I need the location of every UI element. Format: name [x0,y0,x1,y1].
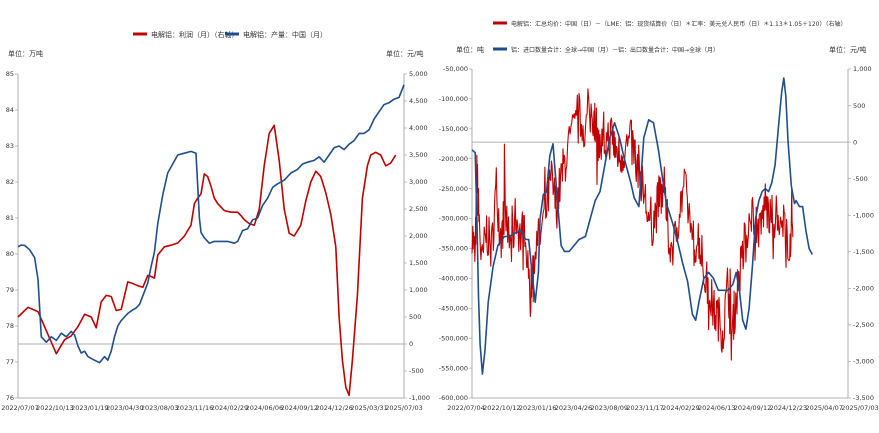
y-left-tick-label: -600,000 [439,394,468,402]
x-tick-label: 2022/10/13 [36,404,73,412]
y-left-tick-label: -450,000 [439,304,468,312]
y-right-tick-label: 3,500 [409,151,428,159]
legend-label-profit: 电解铝：利润（月）（右轴） [151,30,239,39]
y-left-tick-label: 77 [6,358,14,366]
y-right-tick-label: -500 [853,175,868,183]
unit-right: 单位：元/吨 [386,49,423,58]
left-chart: 电解铝：利润（月）（右轴） 电解铝：产量：中国（月） 单位：万吨 单位：元/吨 … [1,30,430,412]
y-left-tick-label: 78 [6,322,14,330]
y-left-tick-label: -200,000 [439,155,468,163]
y-right-tick-label: 0 [409,340,413,348]
y-right-tick-label: 1,500 [409,259,428,267]
y-right-tick-label: 2,500 [409,205,428,213]
legend-label-net-import: 铝：进口数量合计：全球→中国（月）－铝：出口数量合计：中国→全球（月） [511,46,719,54]
x-tick-label: 2022/07/07 [1,404,38,412]
x-tick-label: 2024/12/23 [770,404,807,412]
x-tick-label: 2023/04/30 [106,404,143,412]
y-left-tick-label: 76 [6,394,14,402]
right-chart: 电解铝：汇总均价：中国（日）－（LME：铝：现货结算价（日）＊汇率：美元兑人民币… [439,20,879,412]
unit-left: 单位：吨 [456,45,484,54]
x-tick-label: 2023/04/26 [555,404,592,412]
y-left-tick-label: -550,000 [439,364,468,372]
x-tick-label: 2024/06/13 [698,404,735,412]
y-left-tick-label: 80 [6,250,14,258]
x-tick-label: 2023/08/09 [591,404,628,412]
series-line-1 [471,77,814,375]
x-tick-label: 2023/08/03 [141,404,178,412]
x-tick-label: 2022/07/04 [447,404,484,412]
y-right-tick-label: -1,500 [853,248,874,256]
y-left-tick-label: -350,000 [439,245,468,253]
y-right-tick-label: 500 [853,102,865,110]
y-left-tick-label: -300,000 [439,215,468,223]
x-tick-label: 2024/02/29 [211,404,248,412]
series-line-0 [17,124,397,397]
legend-right: 电解铝：汇总均价：中国（日）－（LME：铝：现货结算价（日）＊汇率：美元兑人民币… [493,20,846,54]
y-right-tick-label: -1,000 [853,211,874,219]
series-line-1 [17,84,405,364]
y-right-tick-label: 1,000 [853,65,872,73]
y-right-tick-label: -1,000 [409,394,430,402]
y-right-tick-label: -2,000 [853,285,874,293]
x-tick-label: 2024/09/12 [281,404,318,412]
y-right-tick-label: -500 [409,367,424,375]
x-tick-label: 2023/01/16 [519,404,556,412]
x-tick-label: 2025/07/03 [385,404,422,412]
y-right-tick-label: -3,500 [853,394,874,402]
x-tick-label: 2025/07/03 [841,404,878,412]
x-tick-label: 2023/11/16 [176,404,213,412]
x-tick-label: 2024/09/12 [734,404,771,412]
y-left-tick-label: -250,000 [439,185,468,193]
y-right-tick-label: 4,500 [409,97,428,105]
x-tick-label: 2025/03/31 [350,404,387,412]
y-left-tick-label: 84 [6,106,14,114]
y-left-tick-label: -50,000 [443,65,468,73]
series-line-0 [471,88,794,361]
y-left-tick-label: 85 [6,70,14,78]
x-tick-label: 2023/01/19 [71,404,108,412]
y-right-tick-label: 3,000 [409,178,428,186]
x-tick-label: 2024/06/06 [246,404,283,412]
y-right-tick-label: 5,000 [409,70,428,78]
y-right-tick-label: -2,500 [853,321,874,329]
legend-label-price-spread: 电解铝：汇总均价：中国（日）－（LME：铝：现货结算价（日）＊汇率：美元兑人民币… [511,20,846,28]
x-tick-label: 2024/12/26 [315,404,352,412]
unit-right: 单位：元/吨 [829,45,866,54]
y-left-tick-label: -400,000 [439,275,468,283]
y-left-tick-label: 83 [6,142,14,150]
y-right-tick-label: 0 [853,138,857,146]
y-left-tick-label: -100,000 [439,95,468,103]
y-left-tick-label: 79 [6,286,14,294]
x-tick-label: 2023/11/17 [626,404,663,412]
legend-left: 电解铝：利润（月）（右轴） 电解铝：产量：中国（月） [133,30,327,39]
y-right-tick-label: 500 [409,313,421,321]
y-left-tick-label: -500,000 [439,334,468,342]
y-left-tick-label: 81 [6,214,14,222]
x-tick-label: 2024/02/29 [662,404,699,412]
legend-label-output: 电解铝：产量：中国（月） [243,30,327,39]
y-left-tick-label: 82 [6,178,14,186]
y-right-tick-label: 2,000 [409,232,428,240]
y-right-tick-label: -3,000 [853,358,874,366]
x-tick-label: 2022/10/12 [483,404,520,412]
y-left-tick-label: -150,000 [439,125,468,133]
x-tick-label: 2025/04/07 [805,404,842,412]
y-right-tick-label: 1,000 [409,286,428,294]
y-right-tick-label: 4,000 [409,124,428,132]
unit-left: 单位：万吨 [8,49,43,58]
